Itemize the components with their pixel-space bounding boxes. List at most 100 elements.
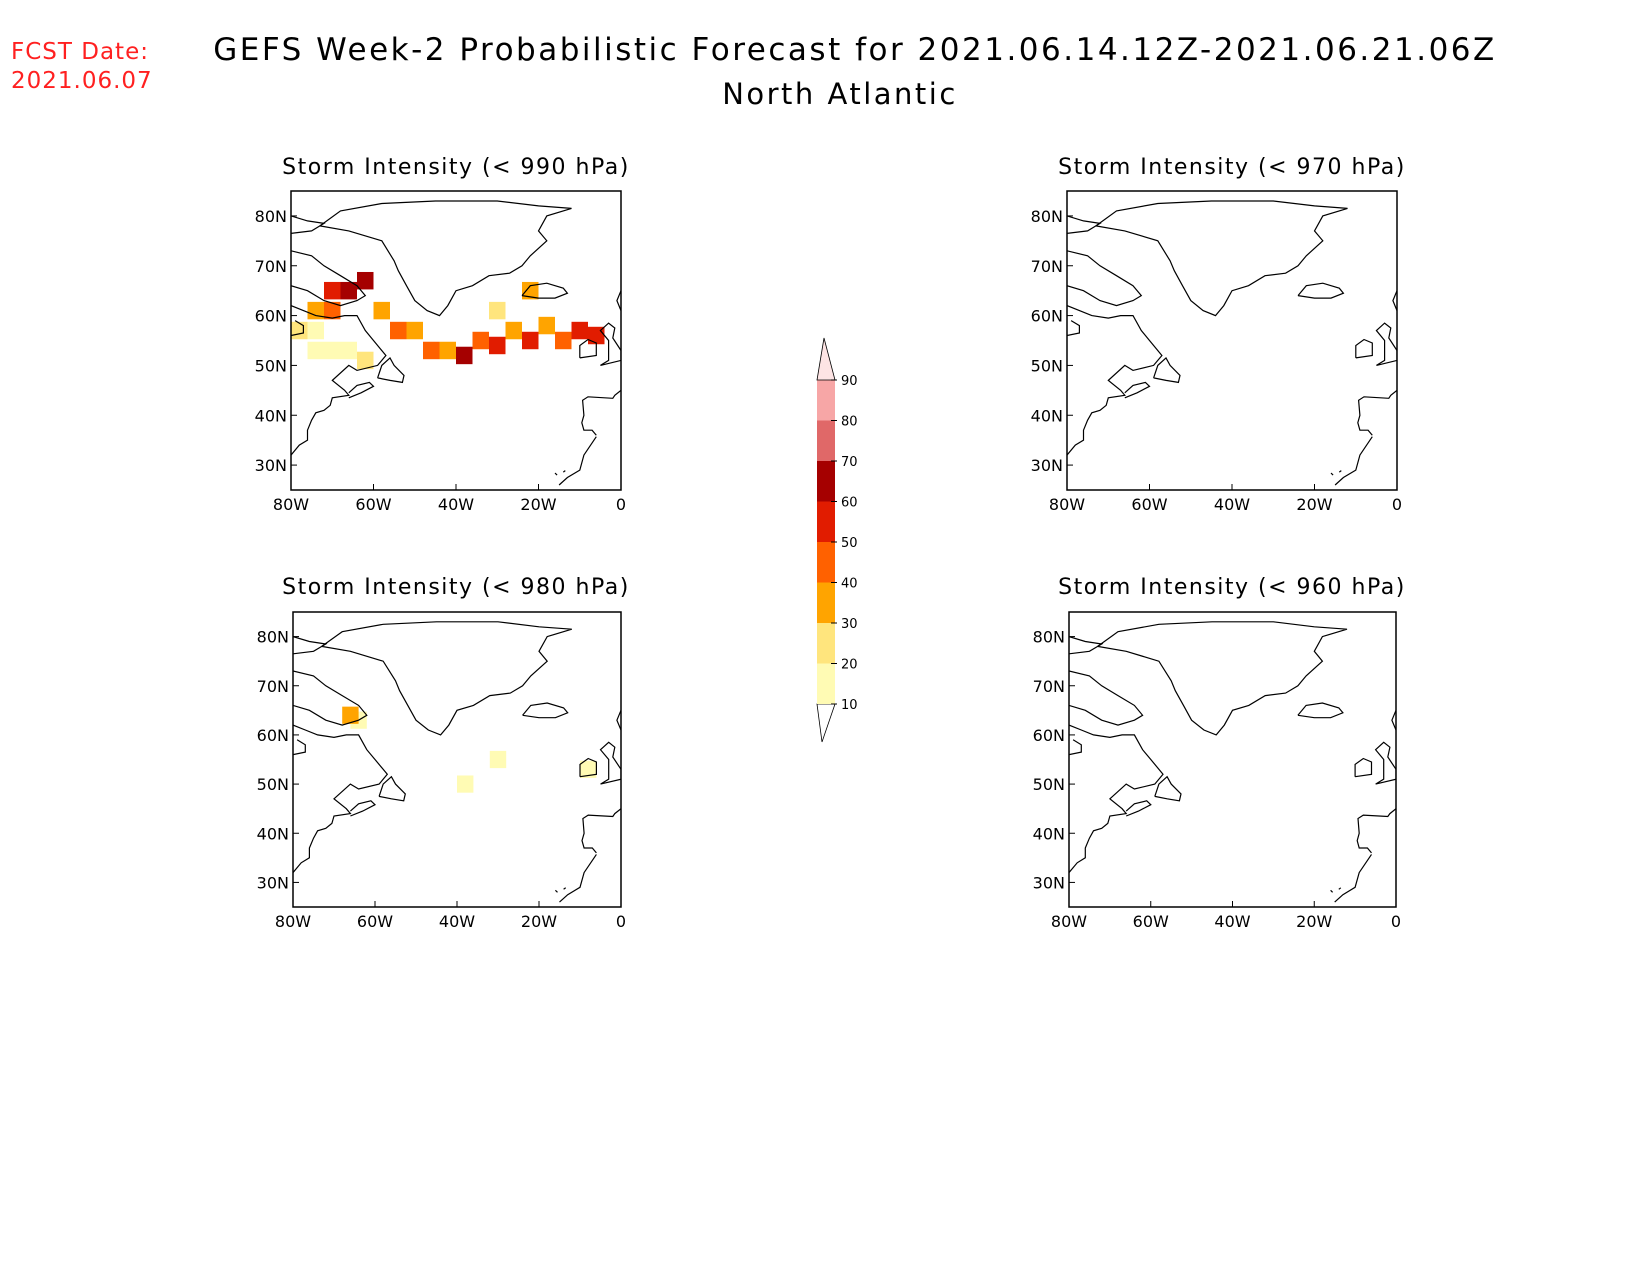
colorbar-tick-label: 70 [841, 455, 858, 470]
lon-tick-label: 0 [1392, 495, 1402, 514]
coastline [1097, 621, 1348, 736]
coastline [1355, 338, 1373, 359]
coastline [522, 702, 569, 719]
coastline [1338, 470, 1342, 473]
coastline [1067, 250, 1143, 307]
coastline [350, 800, 377, 817]
map-axes: 80W 60W 40W 20W 0 80N 70N 60N 50N 40N 30N [1033, 628, 1401, 931]
probability-cell [390, 321, 407, 340]
lat-tick-label: 70N [255, 257, 287, 276]
colorbar-bottom-arrow [816, 703, 836, 743]
probability-cell [505, 321, 522, 340]
lon-tick-label: 80W [1049, 495, 1085, 514]
coastline [1334, 854, 1372, 903]
coastline [1392, 290, 1397, 311]
colorbar-tick-label: 20 [841, 658, 858, 673]
coastline [1154, 775, 1182, 802]
lat-tick-label: 70N [1033, 677, 1065, 696]
lat-tick-label: 30N [1031, 456, 1063, 475]
coastline [599, 741, 621, 785]
panel-title: Storm Intensity (< 970 hPa) [1058, 155, 1406, 180]
probability-cell [340, 281, 357, 300]
coastline [377, 356, 405, 384]
lat-tick-label: 60N [257, 726, 289, 745]
probability-cell [342, 706, 359, 724]
coastline [1153, 356, 1181, 384]
lat-tick-label: 60N [1031, 307, 1063, 326]
coastline [1330, 472, 1334, 476]
lon-tick-label: 40W [438, 495, 474, 514]
colorbar-tick-label: 50 [841, 536, 858, 551]
probability-cell [571, 321, 588, 340]
probability-cell [373, 301, 390, 320]
coastline [616, 290, 621, 311]
probability-cell [489, 301, 506, 320]
probability-cell [489, 336, 506, 355]
lat-tick-label: 60N [255, 307, 287, 326]
probability-cell [538, 316, 555, 335]
lon-tick-label: 20W [1296, 912, 1332, 931]
coastline [291, 305, 387, 456]
coastlines [293, 621, 621, 903]
coastline [293, 739, 306, 756]
coastline [1069, 739, 1082, 756]
probability-cell [522, 331, 539, 350]
colorbar-swatch [817, 623, 835, 664]
map-panel-980: Storm Intensity (< 980 hPa) 80W 60W 40W 20W… [257, 575, 629, 931]
coastline [1338, 887, 1342, 890]
map-frame [292, 611, 622, 908]
lat-tick-label: 80N [257, 628, 289, 647]
probability-cell [439, 341, 456, 360]
lon-tick-label: 40W [439, 912, 475, 931]
coastline [1125, 800, 1152, 817]
coastline [293, 670, 368, 726]
coastline [1067, 320, 1081, 337]
lon-tick-label: 80W [1051, 912, 1087, 931]
lat-tick-label: 30N [255, 456, 287, 475]
coastline [291, 215, 326, 234]
lat-tick-label: 40N [1033, 824, 1065, 843]
colorbar-swatch [817, 663, 835, 704]
lon-tick-label: 20W [520, 495, 556, 514]
coastline [521, 282, 569, 299]
coastline [563, 887, 567, 890]
colorbar-swatch [817, 542, 835, 583]
colorbar-swatch [817, 420, 835, 461]
lon-tick-label: 60W [355, 495, 391, 514]
lon-tick-label: 80W [275, 912, 311, 931]
colorbar-tick-label: 60 [841, 496, 858, 511]
coastline [293, 636, 328, 655]
lat-tick-label: 40N [1031, 406, 1063, 425]
probability-cell [580, 760, 597, 778]
fcst-date: FCST Date: 2021.06.07 [11, 38, 153, 96]
fcst-date-value: 2021.06.07 [11, 68, 153, 94]
lat-tick-label: 80N [1033, 628, 1065, 647]
colorbar-swatch [817, 380, 835, 421]
coastline [1069, 636, 1104, 655]
coastline [1375, 322, 1397, 366]
coastline [558, 436, 597, 486]
lat-tick-label: 60N [1033, 726, 1065, 745]
panel-title: Storm Intensity (< 960 hPa) [1058, 575, 1406, 600]
coastline [1330, 889, 1334, 893]
probability-shading [291, 271, 605, 370]
probability-cell [457, 775, 474, 793]
probability-cell [324, 341, 341, 360]
colorbar-tick-label: 80 [841, 415, 858, 430]
lat-tick-label: 70N [1031, 257, 1063, 276]
coastline [554, 472, 558, 476]
lat-tick-label: 50N [1031, 356, 1063, 375]
coastline [581, 389, 621, 436]
coastline [1069, 724, 1164, 873]
probability-cell [291, 321, 308, 340]
lat-tick-label: 50N [257, 775, 289, 794]
coastline [321, 621, 572, 736]
probability-cell [324, 281, 341, 300]
colorbar-swatch [817, 461, 835, 502]
coastline [562, 470, 566, 473]
coastline [599, 322, 621, 366]
colorbar-tick-label: 10 [841, 698, 858, 713]
lon-tick-label: 20W [521, 912, 557, 931]
probability-cell [522, 281, 539, 300]
